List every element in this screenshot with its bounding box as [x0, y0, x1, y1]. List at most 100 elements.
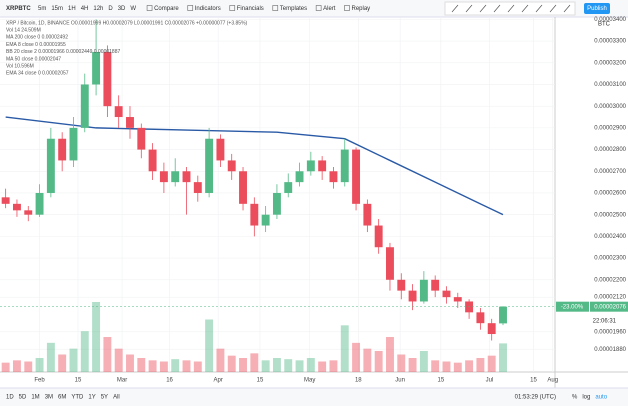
change-box — [556, 301, 589, 312]
button-icon[interactable] — [187, 5, 194, 11]
button-icon[interactable] — [229, 5, 236, 11]
candle-body — [306, 160, 315, 172]
range-button[interactable]: 5D — [19, 395, 27, 401]
toolbar-button[interactable]: Compare — [154, 6, 179, 12]
publish-button[interactable] — [584, 3, 610, 14]
tool-icon[interactable] — [521, 4, 529, 13]
volume-bar — [92, 302, 101, 372]
candle-body — [272, 192, 281, 215]
volume-bar — [250, 353, 259, 372]
y-tick-label: 0.00002200 — [594, 277, 626, 283]
button-icon[interactable] — [315, 5, 322, 11]
volume-bar — [306, 358, 315, 372]
volume-bar — [171, 359, 180, 372]
candle-body — [205, 138, 214, 193]
legend-line[interactable]: MA 50 close 0.00002047 — [6, 56, 61, 62]
range-button[interactable]: 6M — [58, 395, 66, 401]
toolbar-button[interactable]: Alert — [323, 6, 336, 12]
legend-line[interactable]: BB 20 close 2 0.00001966 0.00002449 0.00… — [6, 49, 120, 55]
volume-bar — [137, 358, 146, 372]
interval-button[interactable]: 15m — [51, 6, 63, 12]
candle-body — [114, 106, 123, 118]
candle-body — [295, 171, 304, 183]
candle-body — [92, 51, 101, 85]
candle-body — [148, 149, 157, 172]
interval-button[interactable]: 5m — [38, 6, 46, 12]
y-tick-label: 0.00002400 — [594, 234, 626, 240]
interval-button[interactable]: 1H — [68, 6, 76, 12]
volume-bar — [295, 360, 304, 372]
candle-body — [1, 197, 10, 204]
publish-label[interactable]: Publish — [587, 6, 607, 12]
candle-body — [193, 182, 202, 193]
volume-bar — [499, 343, 507, 372]
legend-line[interactable]: EMA 8 close 0 0.00001955 — [6, 42, 66, 48]
candle-body — [476, 312, 485, 324]
candle-body — [431, 279, 440, 291]
range-button[interactable]: All — [113, 395, 120, 401]
button-icon[interactable] — [344, 5, 350, 11]
x-tick-label: Jun — [395, 378, 405, 384]
toolbar-button[interactable]: Indicators — [195, 6, 221, 12]
range-button[interactable]: 1D — [6, 395, 14, 401]
footer — [0, 388, 628, 406]
candle-body — [46, 138, 55, 193]
candle-body — [80, 84, 89, 128]
volume-bar — [374, 351, 383, 372]
candle-body — [35, 192, 44, 215]
scale-option[interactable]: % — [572, 395, 578, 401]
interval-button[interactable]: D — [108, 6, 113, 12]
y-tick-label: 0.00003300 — [594, 39, 626, 45]
range-button[interactable]: YTD — [71, 395, 84, 401]
candle-body — [374, 225, 383, 248]
toolbar-button[interactable]: Financials — [237, 6, 264, 12]
button-icon[interactable] — [272, 5, 279, 11]
volume-bar — [182, 360, 191, 372]
candle-body — [363, 203, 372, 226]
y-tick-label: 0.00001880 — [594, 347, 626, 353]
tool-icon[interactable] — [563, 4, 571, 13]
legend-line[interactable]: XRP / Bitcoin, 1D, BINANCE O0.00001999 H… — [6, 20, 248, 26]
y-tick-label: 0.00001960 — [594, 329, 626, 335]
y-tick-label: 0.00003100 — [594, 82, 626, 88]
volume-bar — [431, 360, 440, 372]
legend-line[interactable]: Vol 10.596M — [6, 64, 34, 70]
volume-bar — [114, 348, 123, 372]
legend-line[interactable]: EMA 34 close 0 0.00002057 — [6, 71, 69, 77]
scale-option[interactable]: auto — [595, 395, 607, 401]
volume-bar — [1, 362, 10, 372]
legend-line[interactable]: MA 200 close 0 0.00002492 — [6, 35, 68, 41]
symbol[interactable]: XRPBTC — [6, 6, 31, 12]
range-button[interactable]: 1Y — [88, 395, 95, 401]
legend-line[interactable]: Vol 14 24.509M — [6, 28, 41, 34]
volume-bar — [103, 337, 112, 372]
volume-bar — [465, 360, 474, 372]
tool-icon[interactable] — [493, 4, 501, 13]
toolbar-button[interactable]: Templates — [280, 6, 307, 12]
candle-body — [284, 182, 293, 193]
interval-button[interactable]: 3D — [118, 6, 126, 12]
interval-button[interactable]: W — [130, 6, 136, 12]
volume-bar — [24, 361, 33, 372]
volume-bar — [126, 354, 134, 372]
toolbar-button[interactable]: Replay — [351, 6, 370, 12]
interval-button[interactable]: 12h — [93, 6, 103, 12]
candle-body — [340, 149, 349, 183]
range-button[interactable]: 5Y — [101, 395, 108, 401]
tool-icon[interactable] — [465, 4, 473, 13]
candle-body — [182, 171, 191, 183]
range-button[interactable]: 3M — [45, 395, 53, 401]
x-tick-label: Aug — [547, 378, 558, 384]
tool-icon[interactable] — [451, 4, 459, 13]
candle-body — [352, 149, 361, 204]
tool-icon[interactable] — [479, 4, 487, 13]
interval-button[interactable]: 4H — [81, 6, 89, 12]
tool-icon[interactable] — [535, 4, 543, 13]
scale-option[interactable]: log — [582, 395, 590, 401]
button-icon[interactable] — [146, 5, 153, 11]
tool-icon[interactable] — [549, 4, 557, 13]
range-button[interactable]: 1M — [31, 395, 39, 401]
candle-body — [239, 171, 247, 204]
volume-bar — [80, 331, 89, 372]
tool-icon[interactable] — [507, 4, 515, 13]
